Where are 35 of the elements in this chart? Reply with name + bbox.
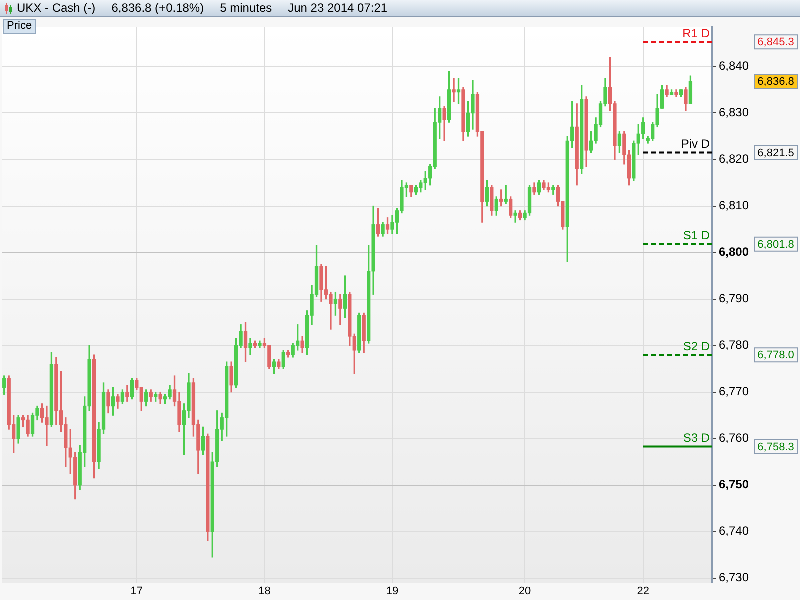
ref-line-label: S2 D xyxy=(683,339,710,354)
x-tick-label: 18 xyxy=(258,586,271,598)
text: Jun 23 2014 07:21 xyxy=(288,1,388,15)
text: 6,836.8 xyxy=(758,76,794,88)
text: 6,821.5 xyxy=(758,147,794,160)
candlestick xyxy=(452,78,456,102)
x-tick-label: 22 xyxy=(637,586,650,598)
y-tick-label: 6,780 xyxy=(719,338,750,352)
y-tick-label: 6,830 xyxy=(719,106,750,120)
y-tick-label: 6,770 xyxy=(719,384,750,399)
x-tick-label: 17 xyxy=(130,586,144,598)
text: 6,801.8 xyxy=(758,238,794,251)
y-tick-label: 6,810 xyxy=(719,198,750,213)
y-axis-title: Price xyxy=(3,19,36,34)
chart-title: UKX - Cash (-) xyxy=(17,1,96,15)
text: 6,778.0 xyxy=(758,350,794,362)
y-tick-label: 6,760 xyxy=(719,431,750,446)
ref-line-label: S1 D xyxy=(683,228,710,243)
y-tick-label: 6,740 xyxy=(719,524,750,538)
candlestick xyxy=(514,210,518,223)
y-tick-label: 6,840 xyxy=(719,59,750,74)
y-tick-label: 6,730 xyxy=(719,570,750,585)
y-tick-label: 6,800 xyxy=(719,245,750,260)
y-tick-label: 6,820 xyxy=(719,152,750,166)
text: 6,845.3 xyxy=(758,36,794,49)
text: 6,758.3 xyxy=(758,441,794,454)
x-tick-label: 20 xyxy=(518,586,532,598)
text: 5 minutes xyxy=(220,1,272,15)
ref-line-label: Piv D xyxy=(681,137,710,152)
ref-line-label: R1 D xyxy=(682,26,710,40)
ref-line-label: S3 D xyxy=(683,431,710,446)
x-tick-label: 19 xyxy=(386,586,399,598)
y-tick-label: 6,750 xyxy=(719,478,750,492)
chart-subtitle: 6,836.8 (+0.18%) xyxy=(112,1,204,15)
y-tick-label: 6,790 xyxy=(719,292,750,306)
